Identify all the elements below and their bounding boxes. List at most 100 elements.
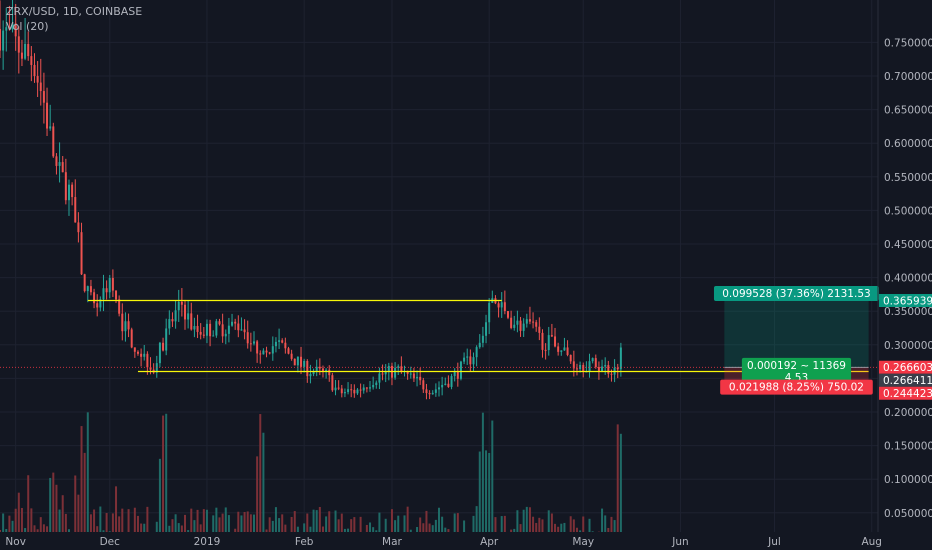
candle-body — [541, 332, 544, 350]
candle-body — [419, 376, 422, 381]
long-position-tool[interactable]: 0.099528 (37.36%) 2131.53 0.000192 ~ 1136… — [713, 286, 879, 395]
candle-body — [525, 319, 528, 324]
price-tick-label: 0.050000 — [884, 508, 932, 520]
volume-bar — [434, 519, 437, 532]
volume-bar — [27, 475, 30, 532]
candle-body — [224, 333, 227, 337]
candle-body — [513, 324, 516, 328]
volume-bar — [350, 519, 353, 532]
candle-body — [74, 197, 77, 223]
candle-body — [218, 321, 221, 325]
candle-body — [550, 335, 553, 337]
volume-bar — [61, 495, 64, 532]
time-tick-label: Jul — [767, 536, 781, 548]
candle-body — [325, 369, 328, 372]
volume-bar — [118, 516, 121, 532]
stop-label-bg — [720, 379, 873, 395]
candle-body — [353, 389, 356, 394]
candle-body — [111, 278, 114, 291]
volume-bar — [49, 477, 52, 532]
candle-body — [168, 319, 171, 329]
candle-body — [372, 385, 375, 388]
candle-body — [158, 342, 161, 364]
volume-bar — [604, 515, 607, 532]
volume-bar — [256, 456, 259, 532]
candle-body — [469, 356, 472, 365]
candle-body — [431, 392, 434, 395]
price-tag-label: 0.365939 — [883, 295, 932, 307]
candle-body — [227, 325, 230, 334]
price-axis[interactable]: 0.0500000.1000000.1500000.2000000.250000… — [884, 37, 932, 519]
volume-bar — [246, 511, 249, 532]
volume-bar — [278, 518, 281, 532]
candle-body — [209, 323, 212, 337]
candle-body — [362, 387, 365, 391]
volume-bar — [309, 526, 312, 532]
candle-body — [80, 232, 83, 275]
volume-indicator-label: Vol (20) — [6, 20, 49, 33]
volume-bar — [221, 513, 224, 532]
volume-bar — [569, 516, 572, 532]
volume-bar — [155, 521, 158, 532]
price-tag-bg — [879, 293, 932, 307]
candle-body — [384, 371, 387, 375]
candle-body — [582, 364, 585, 372]
candle-body — [409, 373, 412, 375]
volume-bar — [42, 524, 45, 532]
entry-label-bg — [741, 357, 852, 385]
volume-bar — [33, 525, 36, 532]
price-tag-label: 0.244423 — [883, 388, 932, 400]
price-tick-label: 0.350000 — [884, 306, 932, 318]
volume-bar — [472, 515, 475, 532]
volume-bar — [293, 511, 296, 532]
volume-bar — [378, 512, 381, 532]
candle-body — [416, 376, 419, 379]
volume-bar — [438, 507, 440, 532]
stop-label: 0.021988 (8.25%) 750.02 — [729, 382, 864, 394]
candle-body — [359, 389, 362, 391]
candle-body — [49, 126, 52, 129]
candle-body — [328, 369, 331, 376]
time-tick-label: Dec — [100, 536, 121, 548]
volume-bar — [290, 516, 293, 532]
volume-bar — [337, 519, 340, 532]
candle-body — [55, 156, 58, 166]
volume-bar — [105, 512, 108, 532]
candle-body — [381, 373, 384, 375]
volume-bar — [136, 515, 139, 532]
candle-body — [444, 383, 447, 385]
volume-bar — [36, 529, 39, 532]
candle-body — [441, 384, 444, 388]
volume-bar — [491, 420, 494, 532]
candle-body — [193, 325, 196, 330]
candle-body — [369, 387, 372, 389]
candle-body — [281, 340, 284, 343]
candle-body — [528, 319, 531, 322]
candle-body — [343, 392, 346, 394]
price-tag-bg — [879, 373, 932, 387]
volume-bar — [494, 517, 497, 532]
volume-bar — [240, 515, 243, 532]
volume-bar — [456, 513, 459, 532]
candle-body — [262, 350, 265, 355]
volume-bar — [406, 506, 409, 532]
candle-body — [563, 347, 566, 351]
volume-bar — [102, 530, 105, 532]
candle-body — [177, 301, 180, 311]
volume-bar — [199, 524, 202, 532]
volume-bar — [24, 528, 27, 532]
candle-body — [11, 23, 14, 30]
time-axis[interactable]: Nov Dec 2019 Feb Mar Apr May Jun Jul Aug — [5, 536, 882, 548]
volume-bar — [340, 513, 343, 532]
volume-bar — [14, 508, 17, 532]
candle-body — [184, 304, 187, 320]
candle-body — [105, 288, 108, 293]
volume-bar — [369, 522, 372, 532]
time-tick-label: May — [572, 536, 594, 548]
volume-bar — [215, 507, 218, 532]
candle-body — [124, 321, 127, 332]
volume-bar — [397, 515, 400, 532]
volume-bar — [20, 507, 23, 532]
volume-bar — [591, 531, 594, 532]
